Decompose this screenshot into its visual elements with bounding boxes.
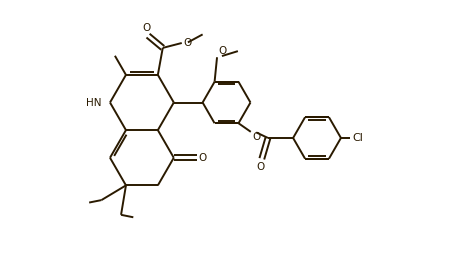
Text: O: O — [143, 23, 151, 33]
Text: HN: HN — [86, 97, 101, 107]
Text: Cl: Cl — [352, 133, 363, 143]
Text: O: O — [256, 162, 265, 172]
Text: O: O — [218, 46, 227, 56]
Text: O: O — [183, 38, 191, 48]
Text: O: O — [252, 132, 261, 142]
Text: O: O — [199, 153, 207, 163]
